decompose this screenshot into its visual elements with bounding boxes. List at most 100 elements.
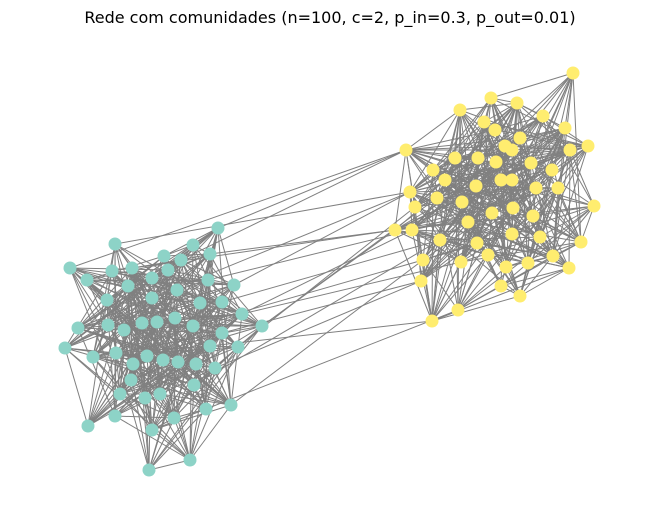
- node-community-1: [494, 279, 508, 293]
- node-community-1: [471, 151, 485, 165]
- graph-edge: [221, 332, 232, 406]
- graph-edge: [174, 317, 179, 363]
- graph-edge: [505, 187, 559, 268]
- node-community-0: [71, 321, 85, 335]
- graph-edge: [422, 233, 513, 261]
- graph-edge: [241, 261, 462, 315]
- graph-edge: [173, 363, 197, 419]
- graph-edge: [114, 352, 117, 417]
- graph-edge: [87, 352, 117, 427]
- node-community-0: [113, 387, 127, 401]
- graph-edge: [431, 254, 489, 322]
- node-community-1: [488, 123, 502, 137]
- graph-edge: [233, 191, 411, 286]
- node-community-0: [140, 349, 154, 363]
- graph-edge: [431, 261, 462, 322]
- graph-edge: [151, 404, 232, 431]
- graph-edge: [217, 227, 235, 286]
- graph-edge: [132, 363, 195, 386]
- graph-edge: [141, 322, 175, 419]
- graph-edge: [491, 149, 571, 214]
- node-community-1: [454, 255, 468, 269]
- node-community-1: [469, 179, 483, 193]
- node-community-0: [142, 463, 156, 477]
- graph-edge: [159, 393, 207, 410]
- node-community-1: [489, 155, 503, 169]
- graph-edge: [106, 299, 263, 327]
- node-community-1: [425, 314, 439, 328]
- graph-edge: [69, 149, 407, 269]
- graph-edge: [460, 241, 582, 263]
- graph-edge: [490, 72, 574, 99]
- node-community-0: [58, 341, 72, 355]
- graph-edge: [189, 384, 195, 461]
- graph-edge: [119, 367, 216, 395]
- graph-edge: [64, 347, 89, 427]
- graph-edge: [162, 317, 176, 361]
- node-community-1: [455, 195, 469, 209]
- graph-edge: [394, 229, 570, 269]
- graph-edge: [193, 239, 441, 386]
- node-community-1: [430, 191, 444, 205]
- node-community-1: [524, 156, 538, 170]
- node-community-1: [563, 143, 577, 157]
- node-community-0: [105, 264, 119, 278]
- graph-edge: [148, 408, 207, 471]
- node-community-1: [453, 103, 467, 117]
- node-community-1: [587, 199, 601, 213]
- node-community-1: [438, 173, 452, 187]
- graph-edge: [459, 109, 571, 151]
- graph-edge: [114, 415, 175, 419]
- node-community-1: [505, 227, 519, 241]
- node-community-1: [405, 223, 419, 237]
- node-community-0: [174, 253, 188, 267]
- node-community-1: [513, 289, 527, 303]
- node-community-1: [470, 236, 484, 250]
- graph-edge: [511, 169, 553, 235]
- graph-edge: [151, 297, 161, 395]
- graph-edge: [130, 379, 175, 419]
- graph-edge: [394, 229, 462, 263]
- node-community-1: [574, 235, 588, 249]
- graph-edge: [394, 149, 407, 231]
- graph-edge: [405, 129, 496, 151]
- graph-edge: [467, 221, 582, 243]
- node-community-0: [203, 247, 217, 261]
- graph-edge: [173, 417, 191, 461]
- graph-edge: [173, 317, 176, 419]
- graph-edge: [527, 169, 553, 264]
- graph-edge: [176, 289, 243, 315]
- node-community-0: [215, 295, 229, 309]
- node-community-0: [189, 357, 203, 371]
- graph-edge: [174, 317, 216, 369]
- node-community-0: [80, 273, 94, 287]
- graph-edge: [420, 239, 441, 282]
- node-community-1: [484, 91, 498, 105]
- node-community-0: [157, 249, 171, 263]
- graph-edge: [436, 187, 537, 199]
- graph-edge: [64, 347, 191, 461]
- node-community-0: [125, 261, 139, 275]
- graph-edge: [207, 229, 413, 281]
- node-community-0: [150, 315, 164, 329]
- graph-edge: [539, 169, 553, 238]
- graph-edge: [148, 459, 191, 471]
- node-community-0: [170, 283, 184, 297]
- node-community-0: [138, 391, 152, 405]
- graph-edge: [107, 324, 175, 419]
- graph-edge: [439, 236, 541, 241]
- graph-edge: [151, 429, 191, 461]
- node-community-1: [533, 230, 547, 244]
- graph-edge: [217, 149, 407, 229]
- graph-edge: [115, 352, 150, 471]
- node-community-0: [231, 340, 245, 354]
- node-community-0: [161, 263, 175, 277]
- graph-edge: [115, 332, 223, 354]
- graph-edge: [432, 169, 595, 207]
- node-community-0: [156, 353, 170, 367]
- node-community-0: [81, 419, 95, 433]
- node-community-0: [63, 261, 77, 275]
- graph-edge: [557, 187, 582, 243]
- graph-edge: [114, 415, 191, 461]
- node-community-0: [145, 423, 159, 437]
